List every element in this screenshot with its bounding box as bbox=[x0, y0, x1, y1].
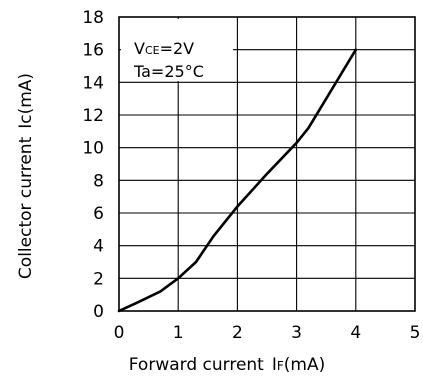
y-axis-label: Collector current bbox=[16, 136, 36, 279]
y-tick-label: 8 bbox=[93, 171, 104, 191]
x-axis-label: Forward current bbox=[129, 355, 264, 375]
y-tick-label: 0 bbox=[93, 302, 104, 322]
y-axis-unit: (mA) bbox=[16, 73, 36, 114]
y-tick-label: 14 bbox=[82, 73, 104, 93]
y-tick-label: 18 bbox=[82, 8, 104, 28]
x-tick-label: 4 bbox=[350, 323, 361, 343]
x-tick-label: 1 bbox=[173, 323, 184, 343]
y-axis-title: Collector current Ic(mA) bbox=[16, 73, 36, 279]
ta-annotation: Ta=25°C bbox=[133, 62, 204, 81]
x-tick-label: 5 bbox=[410, 323, 421, 343]
y-tick-label: 2 bbox=[93, 269, 104, 289]
x-tick-label: 2 bbox=[232, 323, 243, 343]
y-tick-label: 16 bbox=[82, 41, 104, 61]
y-tick-label: 10 bbox=[82, 139, 104, 159]
plot-frame bbox=[118, 16, 416, 312]
vce-subscript: CE bbox=[145, 44, 160, 57]
y-axis-symbol: Ic bbox=[16, 114, 36, 128]
vce-annotation: VCE=2V bbox=[134, 39, 194, 58]
y-tick-label: 12 bbox=[82, 106, 104, 126]
x-axis-symbol-sub: F bbox=[277, 359, 284, 373]
x-tick-label: 3 bbox=[291, 323, 302, 343]
y-tick-labels: 0 2 4 6 8 10 12 14 16 18 bbox=[82, 8, 104, 322]
series-line bbox=[117, 48, 358, 313]
annotation-box: VCE=2V Ta=25°C bbox=[121, 19, 233, 81]
y-tick-label: 4 bbox=[93, 237, 104, 257]
x-axis-unit: (mA) bbox=[284, 355, 325, 375]
vce-symbol: V bbox=[134, 39, 145, 58]
x-axis-symbol: I bbox=[272, 355, 277, 375]
y-tick-label: 6 bbox=[93, 204, 104, 224]
series-group bbox=[117, 48, 358, 313]
x-tick-labels: 0 1 2 3 4 5 bbox=[114, 323, 421, 343]
x-tick-label: 0 bbox=[114, 323, 125, 343]
vce-value: =2V bbox=[160, 39, 195, 58]
grid-lines bbox=[119, 17, 415, 311]
x-axis-title: Forward current IF(mA) bbox=[129, 355, 326, 375]
annotation-background bbox=[121, 19, 233, 81]
